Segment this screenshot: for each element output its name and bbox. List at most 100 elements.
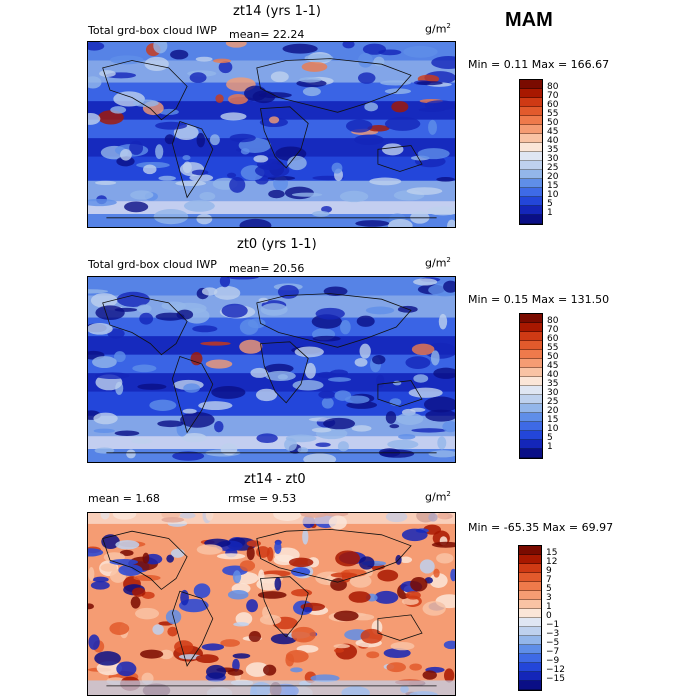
units-label: g/m2 <box>425 490 451 504</box>
colorbar-segment <box>519 609 541 618</box>
mean-value: mean = 1.68 <box>88 492 160 505</box>
colorbar-tick-label: 30 <box>547 388 559 398</box>
colorbar-segment <box>520 206 542 215</box>
colorbar-tick-label: 45 <box>547 361 559 371</box>
colorbar-tick-label: 5 <box>547 199 553 209</box>
colorbar-tick-label: 12 <box>546 557 558 567</box>
colorbar-segment <box>520 188 542 197</box>
colorbar-segment <box>519 645 541 654</box>
coastlines <box>102 528 437 687</box>
colorbar-tick-label: 60 <box>547 100 559 110</box>
field-label: Total grd-box cloud IWP <box>88 258 217 271</box>
coastline <box>256 293 412 348</box>
colorbar-segment <box>519 672 541 681</box>
colorbar-tick-label: 80 <box>547 82 559 92</box>
colorbar-segment <box>520 215 542 224</box>
colorbar-tick-label: −9 <box>546 656 560 666</box>
colorbar-tick-label: 3 <box>546 593 552 603</box>
colorbar-segment <box>520 161 542 170</box>
coastline <box>377 380 423 407</box>
colorbar-tick-label: 15 <box>547 181 559 191</box>
colorbar-segment <box>520 314 542 323</box>
colorbar-tick-label: 5 <box>547 433 553 443</box>
colorbar-segment <box>520 341 542 350</box>
colorbar-segment <box>519 636 541 645</box>
colorbar-segment <box>520 395 542 404</box>
min-max-label: Min = -65.35 Max = 69.97 <box>468 521 614 534</box>
colorbar <box>519 313 543 459</box>
colorbar-tick-label: −5 <box>546 638 560 648</box>
colorbar-segment <box>520 350 542 359</box>
field-layer <box>88 277 455 462</box>
colorbar-segment <box>520 422 542 431</box>
field-label: Total grd-box cloud IWP <box>88 24 217 37</box>
colorbar-tick-label: 40 <box>547 136 559 146</box>
colorbar-segment <box>519 627 541 636</box>
colorbar-tick-label: 5 <box>546 584 552 594</box>
season-label: MAM <box>505 9 553 31</box>
colorbar-segment <box>519 564 541 573</box>
coastline <box>377 614 423 641</box>
colorbar-segment <box>520 125 542 134</box>
colorbar <box>518 545 542 691</box>
colorbar-segment <box>519 582 541 591</box>
colorbar-tick-label: 60 <box>547 334 559 344</box>
colorbar-tick-label: 25 <box>547 397 559 407</box>
panel-title: zt14 (yrs 1-1) <box>233 4 321 19</box>
colorbar-segment <box>519 555 541 564</box>
colorbar <box>519 79 543 225</box>
colorbar-segment <box>520 152 542 161</box>
colorbar-tick-label: 1 <box>546 602 552 612</box>
colorbar-segment <box>520 134 542 143</box>
coastline <box>171 355 214 434</box>
colorbar-tick-label: 35 <box>547 379 559 389</box>
iwp-map-zt0 <box>87 276 456 463</box>
colorbar-tick-label: 10 <box>547 424 559 434</box>
colorbar-tick-label: 15 <box>547 415 559 425</box>
colorbar-tick-label: 50 <box>547 352 559 362</box>
colorbar-segment <box>520 440 542 449</box>
colorbar-segment <box>520 323 542 332</box>
units-label: g/m2 <box>425 22 451 36</box>
colorbar-tick-label: 10 <box>547 190 559 200</box>
coastline <box>171 590 214 667</box>
panel-title: zt0 (yrs 1-1) <box>237 237 317 252</box>
colorbar-segment <box>519 681 541 690</box>
colorbar-segment <box>519 618 541 627</box>
colorbar-tick-label: −12 <box>546 665 565 675</box>
colorbar-segment <box>520 404 542 413</box>
colorbar-tick-label: 55 <box>547 109 559 119</box>
colorbar-tick-label: −15 <box>546 674 565 684</box>
colorbar-segment <box>519 600 541 609</box>
colorbar-tick-label: 30 <box>547 154 559 164</box>
colorbar-segment <box>520 116 542 125</box>
colorbar-tick-label: 0 <box>546 611 552 621</box>
map-field <box>88 513 455 695</box>
colorbar-segment <box>519 546 541 555</box>
field-layer <box>88 513 455 695</box>
colorbar-tick-label: −3 <box>546 629 560 639</box>
coastline <box>102 60 188 121</box>
colorbar-segment <box>519 654 541 663</box>
colorbar-segment <box>520 386 542 395</box>
colorbar-segment <box>520 377 542 386</box>
colorbar-tick-label: 35 <box>547 145 559 155</box>
colorbar-tick-label: 20 <box>547 406 559 416</box>
colorbar-tick-label: 20 <box>547 172 559 182</box>
colorbar-segment <box>520 368 542 377</box>
colorbar-segment <box>520 197 542 206</box>
colorbar-tick-label: 80 <box>547 316 559 326</box>
coastline <box>260 576 309 638</box>
colorbar-segment <box>520 413 542 422</box>
coastline <box>260 341 309 404</box>
colorbar-segment <box>520 98 542 107</box>
colorbar-segment <box>520 179 542 188</box>
colorbar-tick-label: 1 <box>547 208 553 218</box>
colorbar-segment <box>520 80 542 89</box>
colorbar-tick-label: 70 <box>547 91 559 101</box>
rmse-value: rmse = 9.53 <box>228 492 297 505</box>
colorbar-segment <box>520 170 542 179</box>
colorbar-tick-label: 45 <box>547 127 559 137</box>
colorbar-tick-label: −1 <box>546 620 560 630</box>
colorbar-tick-label: 40 <box>547 370 559 380</box>
